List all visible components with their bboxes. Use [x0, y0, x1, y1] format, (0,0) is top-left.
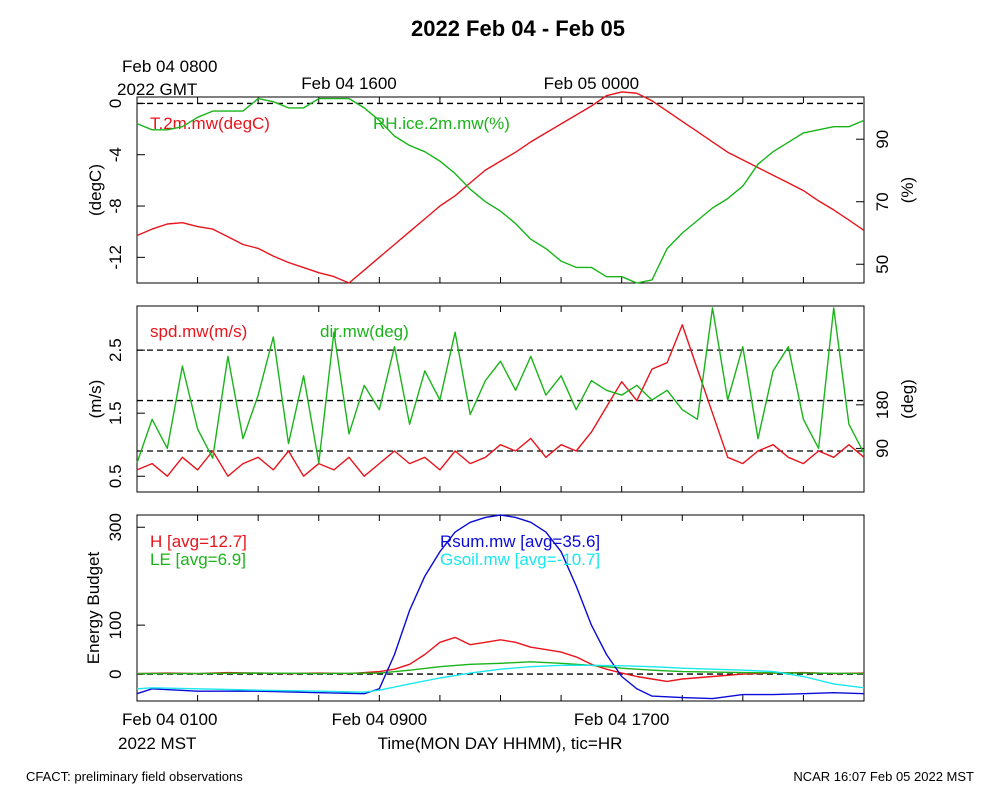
series-line-spd — [136, 324, 865, 477]
bottom-axis-title-2: 2022 MST — [118, 734, 196, 753]
x-axis-label: Time(MON DAY HHMM), tic=HR — [378, 734, 623, 753]
y-tick-label-left: 1.5 — [106, 401, 125, 425]
series-line-le — [137, 661, 865, 675]
series-label: Rsum.mw [avg=35.6] — [440, 532, 600, 551]
bottom-axis-label: Feb 04 1700 — [574, 710, 669, 729]
y-axis-label-left: (m/s) — [86, 380, 105, 419]
y-tick-label-right: 50 — [873, 255, 892, 274]
y-tick-label-right: 90 — [873, 130, 892, 149]
y-tick-label-right: 90 — [873, 439, 892, 458]
series-line-dir — [136, 307, 865, 464]
footer-left: CFACT: preliminary field observations — [26, 769, 243, 784]
y-tick-label-left: 0.5 — [106, 464, 125, 488]
panel-wind: 0.5 1.5 2.5(m/s) 90 180 (deg) spd.mw(m/s) dir.m… — [86, 305, 917, 493]
series-label: LE [avg=6.9] — [150, 550, 246, 569]
series-label: spd.mw(m/s) — [150, 322, 247, 341]
series-label: H [avg=12.7] — [150, 532, 247, 551]
panel-temperature-humidity: 0 -4 -8 -12 (degC) 90 70 50 (%) T.2m.mw(degC) RH.i… — [86, 57, 917, 284]
series-line-rsum — [136, 514, 865, 700]
y-axis-label-left: Energy Budget — [84, 551, 103, 664]
series-label: RH.ice.2m.mw(%) — [373, 114, 510, 133]
y-tick-label-left: 300 — [106, 513, 125, 541]
y-tick-label-left: -8 — [106, 198, 125, 213]
series-label: dir.mw(deg) — [320, 322, 409, 341]
y-tick-label-left: 0 — [106, 99, 125, 108]
y-axis-label-left: (degC) — [86, 164, 105, 216]
footer-right: NCAR 16:07 Feb 05 2022 MST — [793, 769, 974, 784]
series-line-rh — [136, 97, 865, 284]
top-axis-label: Feb 05 0000 — [544, 74, 639, 93]
y-tick-label-left: -12 — [106, 245, 125, 270]
bottom-axis-title: Feb 04 0100 — [122, 710, 217, 729]
top-axis-title: Feb 04 0800 — [122, 57, 217, 76]
y-tick-label-right: 180 — [873, 391, 892, 419]
bottom-axis-label: Feb 04 0900 — [332, 710, 427, 729]
y-tick-label-left: 100 — [106, 611, 125, 639]
series-line-t — [136, 91, 865, 284]
series-line-h — [136, 636, 865, 683]
y-tick-label-right: 70 — [873, 192, 892, 211]
figure-title: 2022 Feb 04 - Feb 05 — [411, 16, 625, 41]
top-axis-label: Feb 04 1600 — [301, 74, 396, 93]
y-tick-label-left: 0 — [106, 669, 125, 678]
series-label: Gsoil.mw [avg=-10.7] — [440, 550, 600, 569]
y-tick-label-left: -4 — [106, 147, 125, 162]
series-line-gsoil — [136, 664, 865, 693]
series-label: T.2m.mw(degC) — [150, 114, 270, 133]
top-axis-title-2: 2022 GMT — [117, 80, 197, 99]
y-tick-label-left: 2.5 — [106, 338, 125, 362]
y-axis-label-right: (deg) — [898, 379, 917, 419]
y-axis-label-right: (%) — [898, 177, 917, 203]
